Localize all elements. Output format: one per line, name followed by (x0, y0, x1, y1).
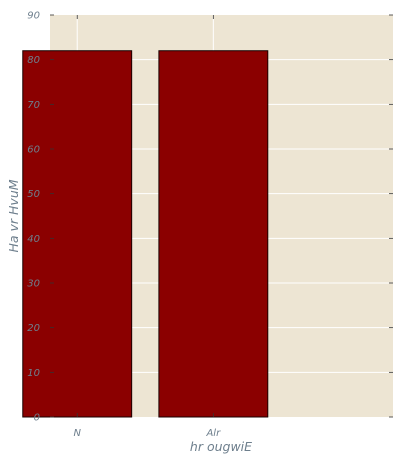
y-tick-label: 90 (27, 11, 40, 22)
y-tick-label: 60 (27, 145, 40, 156)
axis-ticks (50, 14, 393, 418)
bar-N (22, 50, 133, 418)
y-tick-label: 80 (27, 55, 40, 66)
y-tick-labels: 0 10 20 30 40 50 60 70 80 90 (27, 11, 40, 424)
x-axis-label: hr ougwiE (190, 439, 252, 454)
bars (22, 50, 269, 418)
x-tick-label: Alr (205, 428, 221, 439)
y-tick-label: 20 (27, 323, 40, 334)
y-tick-label: 30 (27, 279, 40, 290)
x-tick-label: N (73, 428, 81, 439)
y-tick-label: 0 (34, 413, 40, 424)
x-tick-labels: N Alr (73, 428, 221, 439)
y-axis-label: Ha vr HvuM (6, 179, 21, 252)
y-tick-label: 50 (27, 189, 40, 200)
y-tick-label: 40 (27, 234, 40, 245)
y-tick-label: 10 (27, 368, 40, 379)
y-tick-label: 70 (27, 100, 40, 111)
bar-Alr (158, 50, 269, 418)
